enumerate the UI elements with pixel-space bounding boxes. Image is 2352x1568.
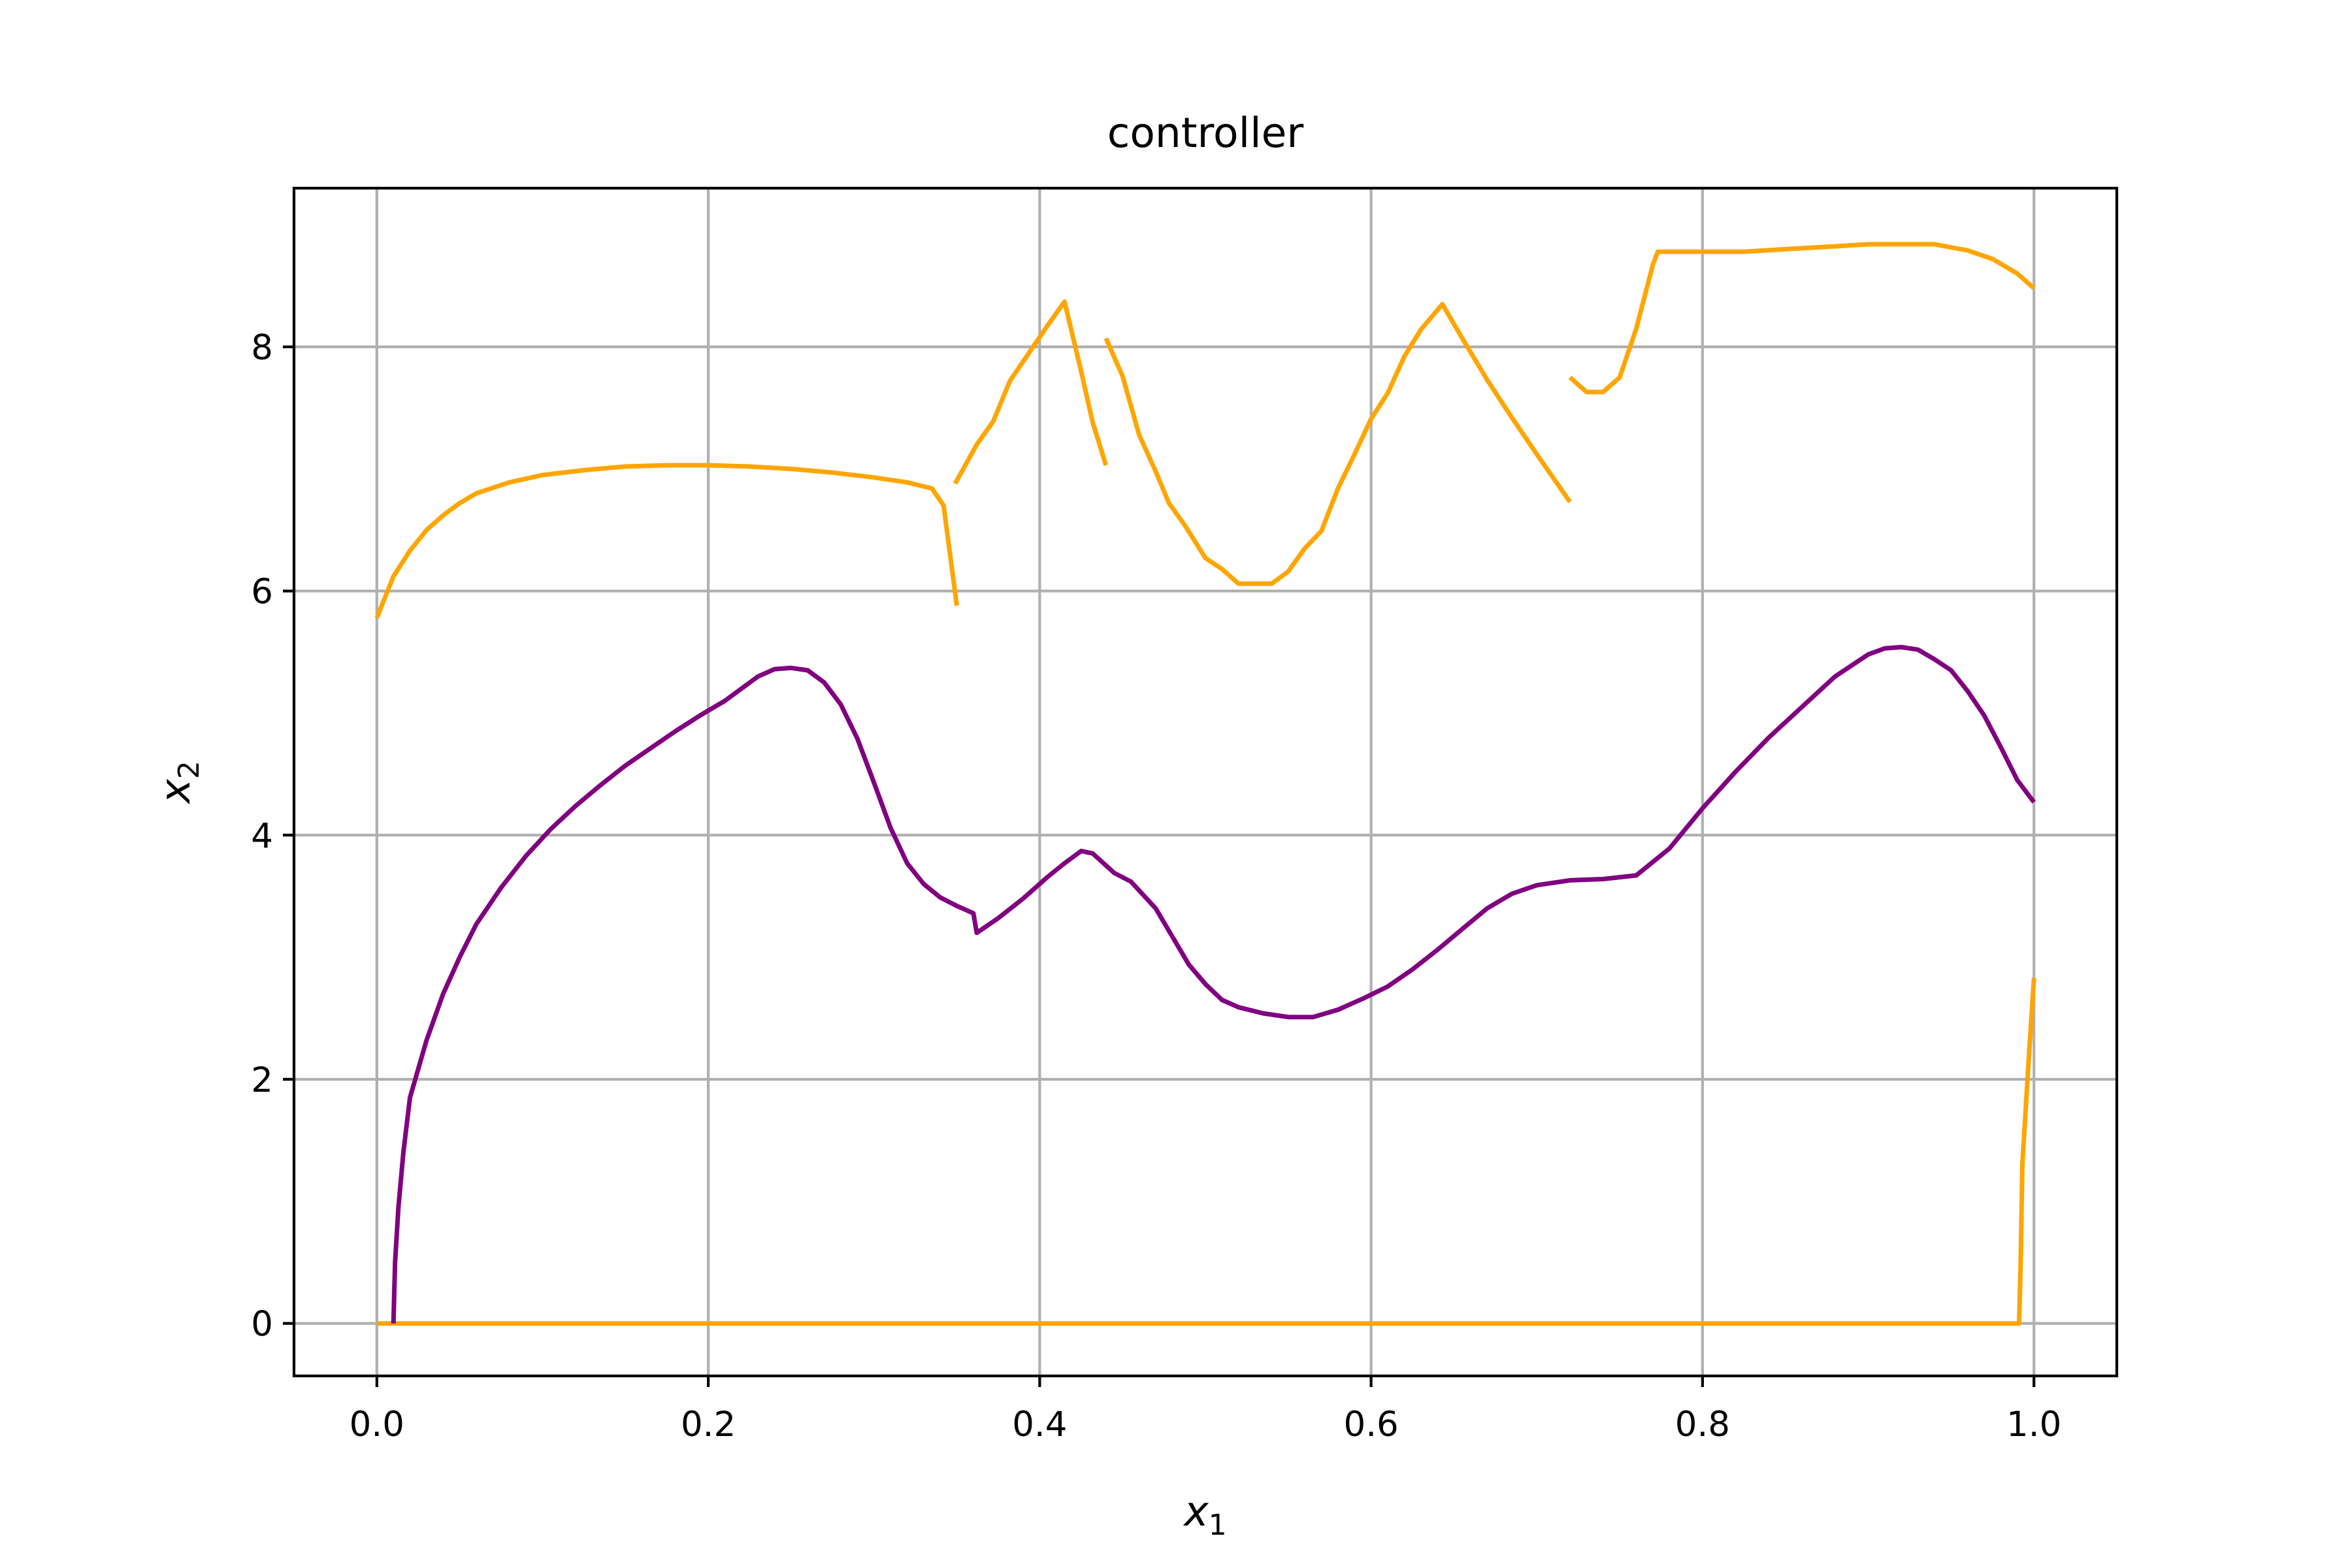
x-tick-label: 0.0 [350,1405,404,1445]
series-1-line-segment-0 [376,977,2036,1326]
data-series [374,242,2036,1326]
x-axis-label-base: x [1183,1488,1209,1535]
x-tick-label: 1.0 [2006,1405,2061,1445]
y-axis-label-subscript: 2 [172,760,206,779]
series-0-line-segment-0 [374,463,959,619]
x-axis-label: x1 [1183,1488,1226,1542]
y-tick-label: 0 [251,1305,273,1345]
x-tick-label: 0.8 [1675,1405,1730,1445]
y-tick-label: 4 [251,816,273,856]
series-0-line-segment-2 [1103,302,1572,586]
series-0-line-segment-1 [953,299,1109,485]
grid [294,188,2117,1376]
series-0-line-segment-3 [1568,242,2036,395]
plot-area [294,188,2117,1376]
y-axis-label: x2 [152,760,206,804]
y-tick-label: 2 [251,1060,273,1100]
x-axis-label-subscript: 1 [1209,1509,1227,1542]
y-axis-label-base: x [152,779,199,805]
axis-ticks: 0.0 0.2 0.4 0.6 0.8 1.0 0 2 4 6 8 [251,328,2061,1445]
x-tick-label: 0.6 [1343,1405,1398,1445]
x-tick-label: 0.4 [1012,1405,1067,1445]
series-2-line-segment-0 [391,645,2036,1324]
y-tick-label: 6 [251,572,273,612]
x-tick-label: 0.2 [681,1405,736,1445]
y-tick-label: 8 [251,328,273,368]
chart-title: controller [1107,109,1304,157]
plot-frame [292,186,2119,1378]
